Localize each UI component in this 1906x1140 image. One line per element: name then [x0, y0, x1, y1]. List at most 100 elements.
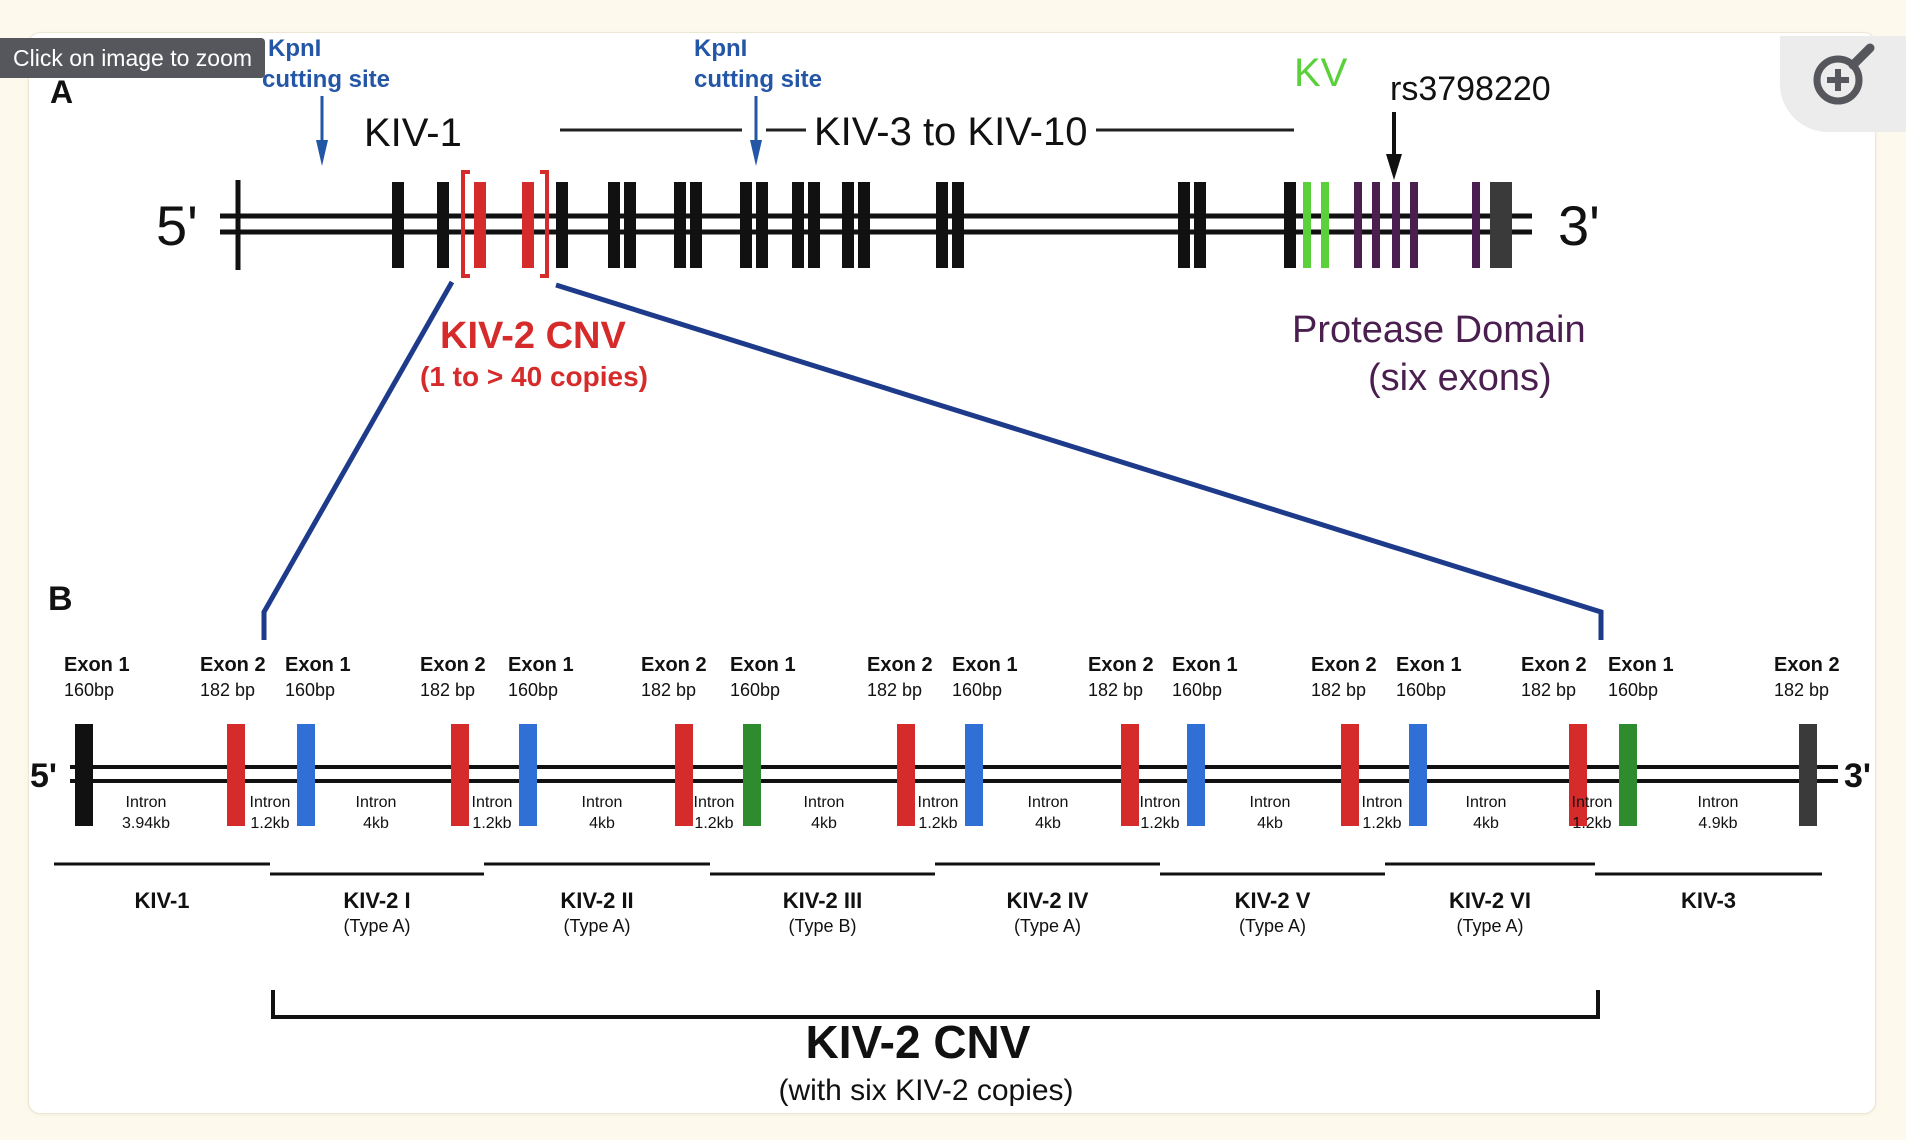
exon-a-black: [842, 182, 854, 268]
intron-size: 3.94kb: [122, 815, 170, 832]
panel-b-segments: KIV-1 KIV-2 I (Type A) KIV-2 II (Type A) KIV-…: [54, 862, 1822, 936]
intron-label: Intron: [472, 794, 513, 811]
panel-b-label: B: [48, 580, 73, 618]
three-prime-a: 3': [1558, 194, 1600, 257]
exon-a-black: [1178, 182, 1190, 268]
exon-a-black: [690, 182, 702, 268]
intron-label: Intron: [1572, 794, 1613, 811]
exon-name-label: Exon 1: [1396, 654, 1462, 676]
segment-name: KIV-2 V: [1235, 888, 1311, 913]
segment-type: (Type B): [788, 916, 856, 936]
segment-type: (Type A): [1014, 916, 1081, 936]
exon-name-label: Exon 1: [1608, 654, 1674, 676]
intron-label: Intron: [1466, 794, 1507, 811]
intron-size: 1.2kb: [472, 815, 511, 832]
exon-b: [227, 724, 245, 826]
three-prime-b: 3': [1844, 757, 1871, 795]
exon-b: [297, 724, 315, 826]
exon-a-protease: [1410, 182, 1418, 268]
exon-b: [1121, 724, 1139, 826]
exon-a-kv: [1303, 182, 1311, 268]
kiv2-bracket-right: [540, 170, 549, 278]
intron-label: Intron: [126, 794, 167, 811]
intron-label: Intron: [1250, 794, 1291, 811]
intron-label: Intron: [1362, 794, 1403, 811]
segment-name: KIV-2 II: [560, 888, 633, 913]
kiv2-cnv-title-a: KIV-2 CNV: [440, 315, 626, 357]
intron-size: 4kb: [1473, 815, 1499, 832]
exon-a-protease: [1354, 182, 1362, 268]
exon-a-kiv2: [474, 182, 486, 268]
intron-size: 4.9kb: [1698, 815, 1737, 832]
exon-size-label: 160bp: [508, 680, 558, 700]
exon-a-black: [392, 182, 404, 268]
exon-a-kv: [1321, 182, 1329, 268]
intron-size: 1.2kb: [918, 815, 957, 832]
exon-a-black: [1284, 182, 1296, 268]
exon-size-label: 160bp: [952, 680, 1002, 700]
expansion-line-right: [555, 282, 1604, 640]
intron-size: 4kb: [811, 815, 837, 832]
exon-size-label: 160bp: [1608, 680, 1658, 700]
zoom-tooltip: Click on image to zoom: [0, 38, 266, 78]
five-prime-b: 5': [30, 757, 57, 795]
exon-size-label: 160bp: [1172, 680, 1222, 700]
exon-name-label: Exon 1: [1172, 654, 1238, 676]
exon-size-label: 160bp: [1396, 680, 1446, 700]
exon-a-black: [624, 182, 636, 268]
exon-name-label: Exon 2: [1521, 654, 1587, 676]
exon-name-label: Exon 1: [508, 654, 574, 676]
kiv3-10-label: KIV-3 to KIV-10: [814, 110, 1088, 154]
exon-b: [75, 724, 93, 826]
intron-label: Intron: [582, 794, 623, 811]
panel-a-exons: [392, 182, 1512, 268]
exon-b: [897, 724, 915, 826]
exon-a-black: [936, 182, 948, 268]
exon-name-label: Exon 1: [730, 654, 796, 676]
segment-type: (Type A): [343, 916, 410, 936]
exon-a-black: [674, 182, 686, 268]
intron-size: 1.2kb: [1572, 815, 1611, 832]
intron-label: Intron: [694, 794, 735, 811]
exon-size-label: 182 bp: [200, 680, 255, 700]
kiv2-cnv-title-b: KIV-2 CNV: [806, 1016, 1031, 1068]
kpn1-right-arrow-icon: [750, 140, 762, 166]
exon-a-black: [437, 182, 449, 268]
protease-title: Protease Domain: [1292, 309, 1586, 351]
exon-b: [1799, 724, 1817, 826]
intron-size: 4kb: [1035, 815, 1061, 832]
intron-size: 4kb: [589, 815, 615, 832]
exon-a-black: [858, 182, 870, 268]
exon-b: [519, 724, 537, 826]
exon-a-protease: [1372, 182, 1380, 268]
exon-a-black: [556, 182, 568, 268]
exon-size-label: 160bp: [285, 680, 335, 700]
kpn1-left-arrow-icon: [316, 140, 328, 166]
zoom-button[interactable]: [1780, 36, 1906, 132]
exon-name-label: Exon 2: [420, 654, 486, 676]
intron-label: Intron: [250, 794, 291, 811]
exon-b: [1619, 724, 1637, 826]
exon-name-label: Exon 1: [952, 654, 1018, 676]
panel-b-intron-labels: Intron 3.94kb Intron 1.2kb Intron 4kb Intron 1.…: [122, 794, 1738, 832]
segment-name: KIV-2 I: [343, 888, 410, 913]
exon-a-black: [952, 182, 964, 268]
exon-b: [743, 724, 761, 826]
kpn1-right-line2: cutting site: [694, 66, 822, 93]
segment-name: KIV-3: [1681, 888, 1736, 913]
exon-a-black: [1194, 182, 1206, 268]
intron-label: Intron: [1028, 794, 1069, 811]
intron-size: 1.2kb: [694, 815, 733, 832]
protease-sub: (six exons): [1368, 357, 1552, 399]
exon-b: [1341, 724, 1359, 826]
panel-b-exons: [75, 724, 1817, 826]
exon-size-label: 160bp: [730, 680, 780, 700]
intron-label: Intron: [356, 794, 397, 811]
exon-a-black: [808, 182, 820, 268]
kv-label: KV: [1294, 51, 1348, 95]
exon-name-label: Exon 2: [641, 654, 707, 676]
intron-label: Intron: [918, 794, 959, 811]
exon-a-kiv2: [522, 182, 534, 268]
panel-a-label: A: [50, 74, 73, 110]
